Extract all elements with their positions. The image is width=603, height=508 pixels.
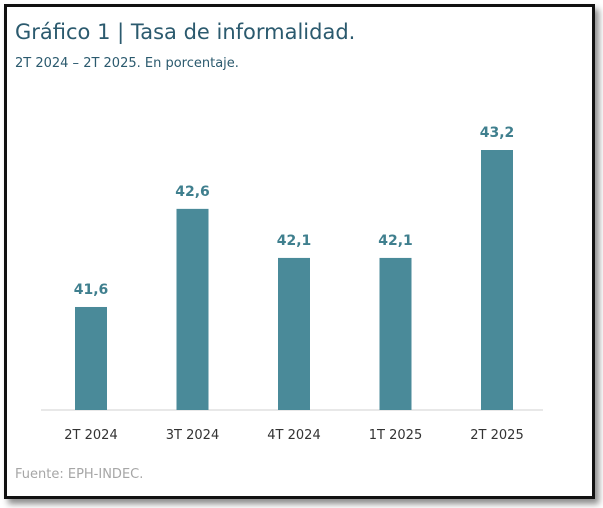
value-label: 41,6 bbox=[74, 282, 109, 298]
value-label: 42,6 bbox=[175, 184, 210, 200]
category-label: 3T 2024 bbox=[166, 428, 219, 443]
category-labels-group: 2T 2024 3T 2024 4T 2024 1T 2025 2T 2025 bbox=[64, 428, 523, 443]
bars-group bbox=[75, 150, 513, 410]
chart-title: Gráfico 1 | Tasa de informalidad. bbox=[15, 20, 356, 44]
category-label: 2T 2025 bbox=[470, 428, 523, 443]
bar-2t-2025 bbox=[481, 150, 513, 410]
bar-chart: 41,6 42,6 42,1 42,1 43,2 2T 2024 3T 2024 4T 20… bbox=[41, 125, 543, 443]
chart-subtitle: 2T 2024 – 2T 2025. En porcentaje. bbox=[15, 56, 239, 71]
category-label: 1T 2025 bbox=[369, 428, 422, 443]
value-label: 42,1 bbox=[277, 233, 312, 249]
value-labels-group: 41,6 42,6 42,1 42,1 43,2 bbox=[74, 125, 515, 298]
category-label: 4T 2024 bbox=[267, 428, 320, 443]
value-label: 43,2 bbox=[480, 125, 515, 141]
value-label: 42,1 bbox=[378, 233, 413, 249]
bar-4t-2024 bbox=[278, 257, 310, 410]
bar-1t-2025 bbox=[379, 257, 412, 410]
category-label: 2T 2024 bbox=[64, 428, 117, 443]
chart-frame: Gráfico 1 | Tasa de informalidad. 2T 202… bbox=[4, 4, 595, 499]
bar-2t-2024 bbox=[75, 306, 107, 410]
bar-3t-2024 bbox=[176, 208, 209, 410]
source-note: Fuente: EPH-INDEC. bbox=[15, 467, 144, 482]
